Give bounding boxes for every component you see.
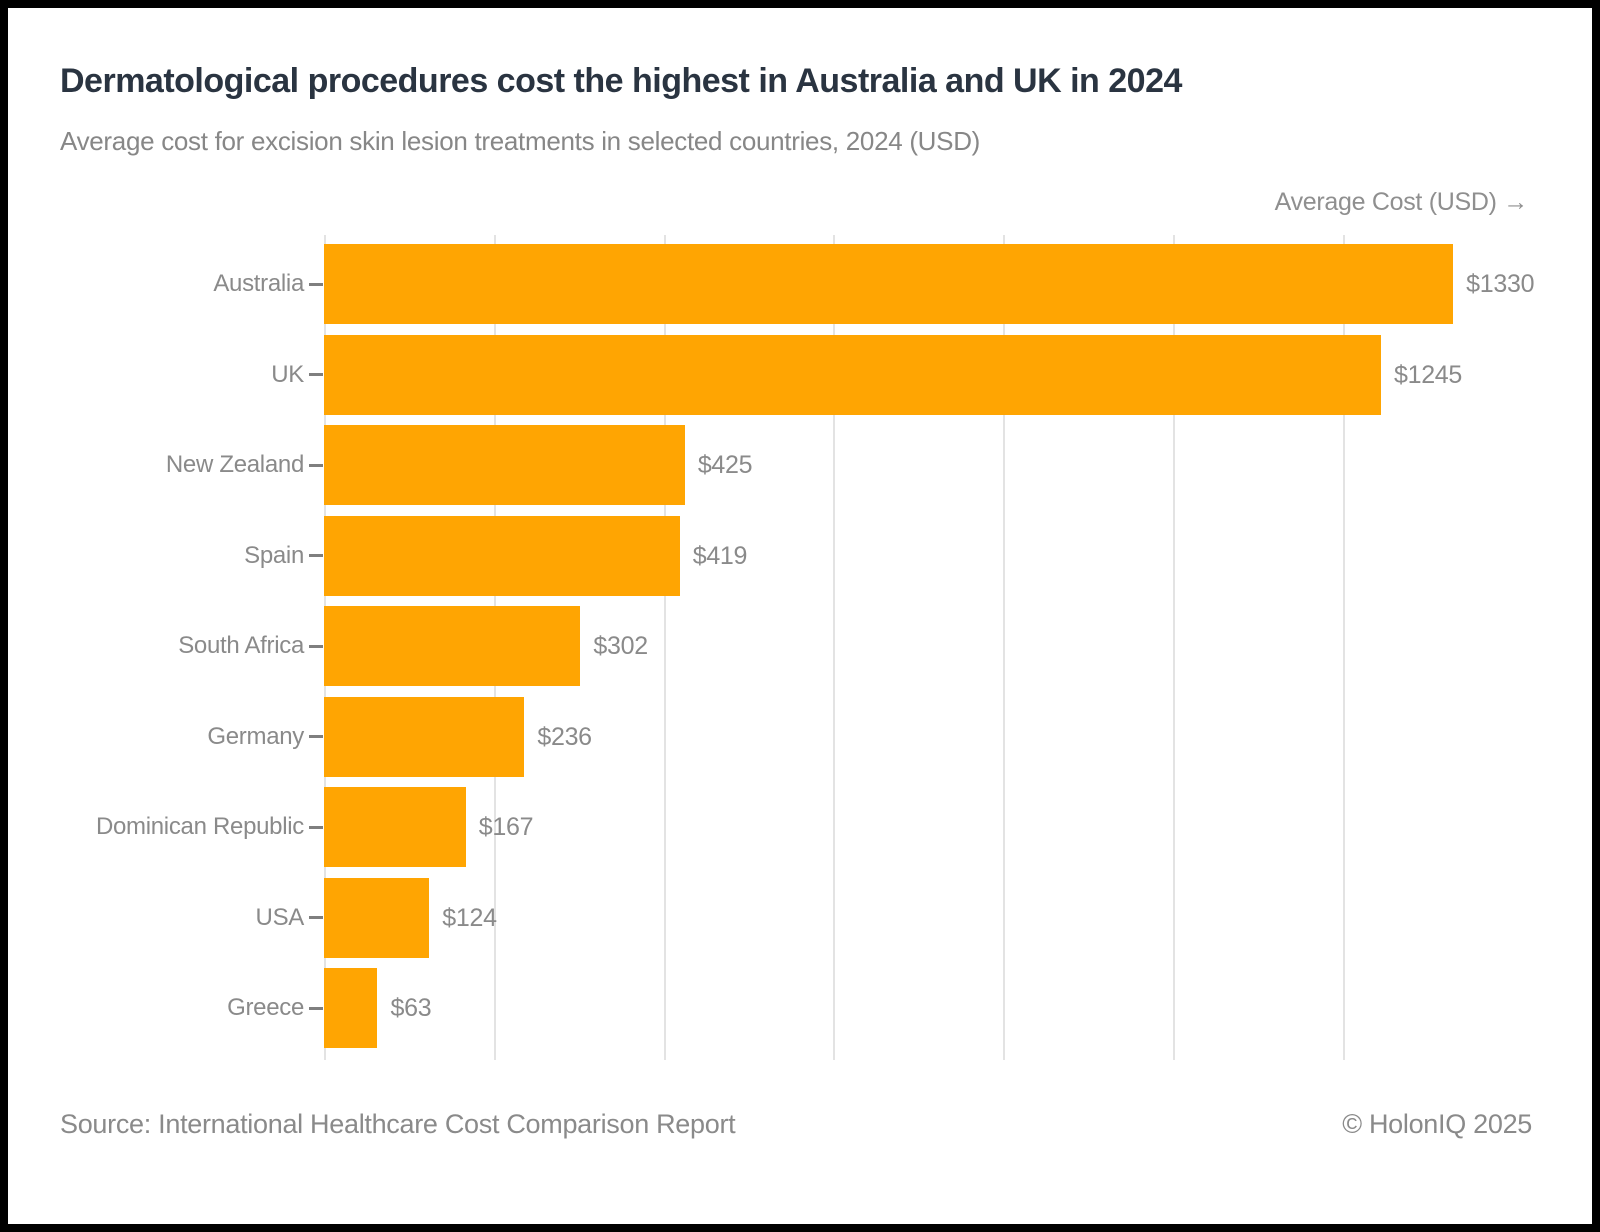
bar-new-zealand[interactable] bbox=[324, 425, 685, 505]
bar-spain[interactable] bbox=[324, 515, 680, 596]
category-label-uk: UK bbox=[271, 360, 304, 388]
axis-tick bbox=[309, 373, 323, 376]
bar-south-africa[interactable] bbox=[324, 606, 581, 686]
category-label-usa: USA bbox=[255, 903, 305, 931]
category-label-greece: Greece bbox=[227, 994, 304, 1021]
category-label-germany: Germany bbox=[207, 722, 304, 750]
axis-tick bbox=[309, 463, 323, 467]
axis-tick bbox=[309, 1006, 323, 1010]
value-label-spain: $419 bbox=[692, 541, 748, 570]
value-label-new-zealand: $425 bbox=[697, 451, 753, 479]
category-label-south-africa: South Africa bbox=[178, 632, 304, 659]
bar-germany[interactable] bbox=[324, 696, 525, 777]
category-label-australia: Australia bbox=[213, 270, 304, 297]
bar-greece[interactable] bbox=[324, 968, 378, 1048]
gridline-600 bbox=[833, 235, 836, 1060]
axis-tick bbox=[309, 644, 323, 648]
gridline-400 bbox=[663, 235, 666, 1060]
bar-australia[interactable] bbox=[324, 244, 1454, 324]
chart-title: Dermatological procedures cost the highe… bbox=[60, 62, 1182, 100]
value-label-south-africa: $302 bbox=[593, 632, 648, 660]
axis-tick bbox=[309, 735, 323, 738]
plot-area: Australia $1330 UK $1245 New Zealand $425 Spai… bbox=[96, 235, 1540, 1060]
gridline-1200 bbox=[1342, 235, 1345, 1060]
axis-tick bbox=[309, 554, 323, 557]
value-label-uk: $1245 bbox=[1394, 360, 1463, 389]
gridline-1000 bbox=[1173, 235, 1175, 1060]
source-note: Source: International Healthcare Cost Co… bbox=[60, 1109, 736, 1139]
bar-uk[interactable] bbox=[324, 334, 1381, 415]
gridline-800 bbox=[1003, 235, 1006, 1060]
axis-tick bbox=[309, 282, 323, 286]
category-label-new-zealand: New Zealand bbox=[165, 451, 304, 478]
value-label-germany: $236 bbox=[537, 722, 592, 751]
value-label-greece: $63 bbox=[390, 994, 432, 1022]
copyright-note: © HolonIQ 2025 bbox=[1342, 1109, 1532, 1139]
chart-subtitle: Average cost for excision skin lesion tr… bbox=[60, 126, 981, 156]
bar-dominican-republic[interactable] bbox=[324, 787, 466, 867]
category-label-spain: Spain bbox=[244, 541, 304, 569]
category-label-dominican-republic: Dominican Republic bbox=[95, 813, 304, 840]
axis-tick bbox=[309, 916, 323, 919]
value-label-australia: $1330 bbox=[1466, 270, 1535, 298]
bar-usa[interactable] bbox=[324, 877, 430, 958]
value-label-usa: $124 bbox=[442, 903, 497, 932]
axis-tick bbox=[309, 825, 323, 829]
x-axis-label: Average Cost (USD) → bbox=[1274, 188, 1529, 216]
value-label-dominican-republic: $167 bbox=[478, 813, 534, 841]
